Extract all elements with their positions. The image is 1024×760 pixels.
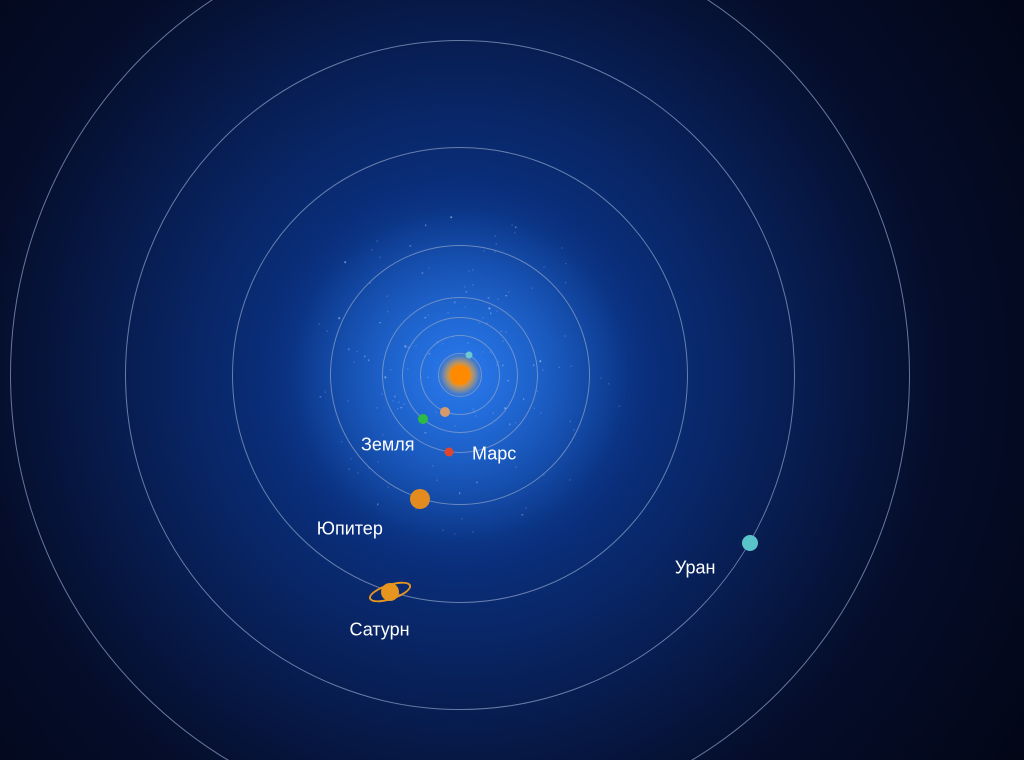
planet-mars [445, 448, 454, 457]
planet-jupiter [410, 489, 430, 509]
planet-mercury [466, 352, 473, 359]
sun [450, 365, 470, 385]
solar-system-diagram: ЗемляМарсЮпитерСатурнУранНептун [0, 0, 1024, 760]
planet-uranus [742, 535, 758, 551]
planet-saturn [381, 583, 399, 601]
label-earth: Земля [361, 435, 415, 456]
label-jupiter: Юпитер [317, 518, 383, 539]
planet-earth [418, 414, 428, 424]
planet-venus [440, 407, 450, 417]
label-saturn: Сатурн [350, 619, 410, 640]
label-mars: Марс [472, 444, 516, 465]
label-uranus: Уран [675, 557, 716, 578]
